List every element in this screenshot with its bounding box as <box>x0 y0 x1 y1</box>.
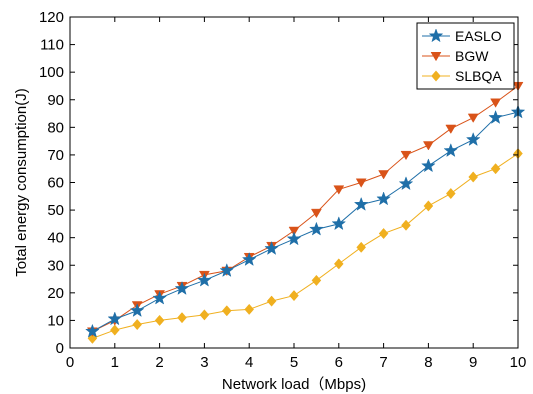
data-point-slbqa <box>401 219 411 231</box>
y-tick-label: 0 <box>56 340 64 357</box>
data-point-slbqa <box>199 309 210 321</box>
y-tick-label: 120 <box>39 9 64 26</box>
data-point-slbqa <box>109 324 120 336</box>
y-tick-label: 110 <box>40 37 64 54</box>
data-point-easlo <box>129 303 145 318</box>
data-point-easlo <box>174 280 190 295</box>
x-tick-label: 4 <box>245 354 253 371</box>
x-axis-label: Network load（Mbps) <box>222 376 366 393</box>
data-point-slbqa <box>177 312 187 324</box>
x-tick-label: 6 <box>335 354 343 371</box>
data-point-slbqa <box>311 274 322 286</box>
x-tick-label: 1 <box>111 354 119 371</box>
data-point-slbqa <box>468 171 479 183</box>
data-point-slbqa <box>289 290 299 302</box>
x-tick-label: 3 <box>200 354 208 371</box>
x-axis: 0 1 2 3 4 5 6 7 8 9 10 <box>66 17 527 371</box>
series-easlo <box>85 104 526 338</box>
legend-label: BGW <box>455 48 489 64</box>
data-point-easlo <box>376 191 391 206</box>
data-point-bgw <box>445 124 457 134</box>
y-tick-label: 10 <box>47 312 64 329</box>
data-point-easlo <box>85 323 100 338</box>
data-point-easlo <box>107 311 123 326</box>
legend-label: SLBQA <box>455 68 502 84</box>
data-point-bgw <box>310 208 322 219</box>
data-point-easlo <box>465 132 481 146</box>
x-tick-label: 9 <box>469 354 477 371</box>
y-tick-label: 40 <box>47 230 64 247</box>
data-point-easlo <box>488 109 503 124</box>
data-point-bgw <box>400 150 412 161</box>
x-tick-label: 8 <box>424 354 432 371</box>
x-tick-label: 0 <box>66 354 74 371</box>
y-tick-label: 80 <box>47 119 64 136</box>
y-tick-label: 90 <box>47 92 64 109</box>
data-point-slbqa <box>244 303 255 315</box>
y-tick-label: 100 <box>39 64 64 81</box>
data-point-easlo <box>264 240 279 255</box>
x-tick-label: 10 <box>510 354 527 371</box>
series-slbqa <box>87 147 523 344</box>
data-point-slbqa <box>378 227 389 240</box>
data-point-slbqa <box>333 258 344 270</box>
data-point-slbqa <box>154 314 165 326</box>
legend-marker <box>428 28 444 43</box>
data-point-easlo <box>286 231 302 246</box>
legend: EASLO BGW SLBQA <box>416 22 515 90</box>
data-point-easlo <box>197 272 212 287</box>
y-tick-label: 30 <box>47 257 64 274</box>
data-point-slbqa <box>490 163 501 175</box>
y-tick-label: 60 <box>47 175 64 192</box>
y-axis: 0 10 20 30 40 50 60 70 80 90 100 110 120 <box>39 9 518 357</box>
data-point-bgw <box>422 141 434 151</box>
data-point-easlo <box>398 176 414 191</box>
data-point-bgw <box>467 113 479 123</box>
data-point-easlo <box>219 263 235 278</box>
data-point-easlo <box>353 196 369 211</box>
y-tick-label: 20 <box>47 285 64 302</box>
data-point-bgw <box>355 178 367 188</box>
data-point-easlo <box>331 216 347 231</box>
x-tick-label: 2 <box>155 354 163 371</box>
data-point-easlo <box>241 252 257 266</box>
data-point-slbqa <box>266 295 277 307</box>
legend-item-easlo: EASLO <box>422 28 502 44</box>
data-point-slbqa <box>423 200 434 212</box>
data-point-slbqa <box>221 305 232 317</box>
legend-item-slbqa: SLBQA <box>422 68 502 84</box>
data-point-slbqa <box>445 187 456 200</box>
y-tick-label: 70 <box>47 147 64 164</box>
y-tick-label: 50 <box>47 202 64 219</box>
data-point-slbqa <box>132 318 143 331</box>
x-tick-label: 5 <box>290 354 298 371</box>
legend-item-bgw: BGW <box>422 48 489 64</box>
series-bgw <box>86 81 524 337</box>
data-point-bgw <box>490 98 502 108</box>
data-point-easlo <box>309 221 324 236</box>
data-point-easlo <box>421 158 436 173</box>
legend-marker <box>431 70 441 82</box>
data-point-bgw <box>288 226 300 237</box>
data-point-easlo <box>443 143 459 158</box>
series-layer <box>85 81 526 344</box>
data-point-bgw <box>378 170 390 180</box>
y-axis-label: Total energy consumption(J) <box>13 88 30 276</box>
data-point-bgw <box>333 185 345 195</box>
legend-marker <box>430 52 442 62</box>
legend-label: EASLO <box>455 28 502 44</box>
data-point-easlo <box>152 290 167 305</box>
x-tick-label: 7 <box>379 354 387 371</box>
data-point-slbqa <box>356 241 367 253</box>
